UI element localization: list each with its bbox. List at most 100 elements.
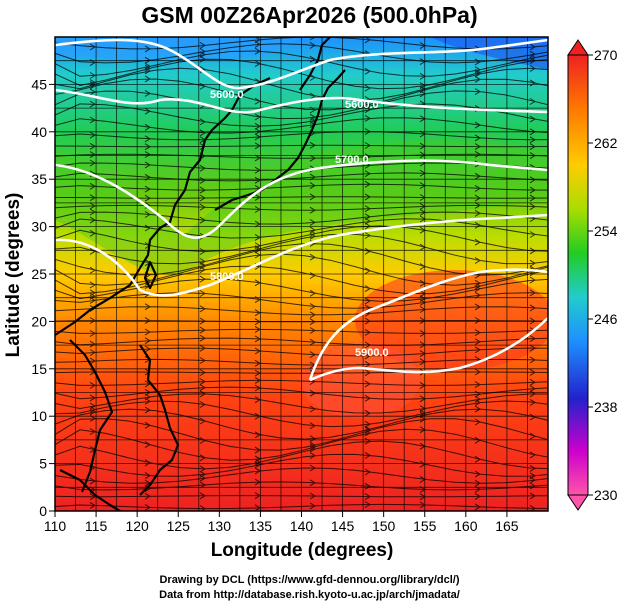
flow-arrow xyxy=(474,317,481,324)
flow-arrow xyxy=(89,266,96,274)
flow-arrow xyxy=(309,479,316,487)
flow-arrow xyxy=(254,176,261,184)
flow-arrow xyxy=(144,421,151,429)
flow-arrow xyxy=(364,153,371,161)
coastline-vietnam xyxy=(69,339,114,493)
x-tick-label: 110 xyxy=(44,518,67,534)
flow-arrow xyxy=(254,142,261,150)
graticule xyxy=(55,37,548,511)
flow-arrow xyxy=(474,338,481,346)
flow-arrow xyxy=(254,40,261,48)
flow-arrow xyxy=(529,335,536,343)
flow-arrow xyxy=(529,482,536,490)
flow-arrow xyxy=(254,461,261,469)
flow-arrow xyxy=(529,451,536,459)
flow-arrow xyxy=(89,493,96,501)
flow-arrow xyxy=(529,464,536,472)
flow-arrow xyxy=(474,201,481,209)
flow-arrow xyxy=(364,360,371,368)
flow-arrow xyxy=(309,464,316,472)
streamline xyxy=(55,172,548,182)
y-tick-label: 40 xyxy=(31,124,47,140)
x-tick-label: 135 xyxy=(249,518,273,534)
flow-arrow xyxy=(89,357,96,365)
colorbar-tick-label: 270 xyxy=(594,47,618,63)
contour-label-5800: 5800.0 xyxy=(210,271,244,283)
flow-arrow xyxy=(364,114,371,122)
flow-arrow xyxy=(529,231,536,238)
flow-arrow xyxy=(89,340,96,348)
flow-arrow xyxy=(199,454,206,462)
flow-arrow xyxy=(254,458,261,466)
streamline xyxy=(55,495,548,498)
flow-arrow xyxy=(89,100,96,108)
streamline xyxy=(55,347,548,357)
flow-arrow xyxy=(474,285,481,293)
flow-arrow xyxy=(89,151,96,159)
flow-arrow xyxy=(199,384,206,392)
flow-arrow xyxy=(309,492,316,500)
contour-5800 xyxy=(55,213,548,297)
flow-arrow xyxy=(89,428,96,435)
flow-arrow xyxy=(529,54,536,61)
y-tick-label: 45 xyxy=(31,76,47,92)
x-tick-label: 125 xyxy=(167,518,191,534)
flow-arrow xyxy=(89,216,96,224)
flow-arrow xyxy=(309,443,316,451)
y-axis-ticks: 0 5 10 15 20 25 30 35 40 45 xyxy=(31,76,55,519)
x-tick-label: 155 xyxy=(413,518,437,534)
flow-arrow xyxy=(254,166,261,174)
flow-arrow xyxy=(364,426,371,434)
streamline xyxy=(55,453,548,477)
contour-label-5600-a: 5600.0 xyxy=(210,89,244,101)
flow-arrow xyxy=(89,317,96,324)
flow-arrow xyxy=(364,222,371,230)
flow-arrow xyxy=(309,206,316,214)
streamline xyxy=(55,183,548,191)
flow-arrow xyxy=(474,346,481,354)
flow-arrow xyxy=(89,159,96,167)
coastline-sakhalin xyxy=(299,37,331,91)
flow-arrow xyxy=(89,182,96,190)
flow-arrow xyxy=(309,351,316,359)
flow-arrow xyxy=(474,503,481,511)
flow-arrow xyxy=(309,327,316,334)
flow-arrow xyxy=(529,98,536,105)
contour-label-5700: 5700.0 xyxy=(335,154,369,166)
flow-arrow xyxy=(199,275,206,283)
colorbar-bottom-arrow xyxy=(567,494,589,511)
flow-arrow xyxy=(144,75,151,83)
streamline xyxy=(55,428,548,461)
flow-arrow xyxy=(309,41,316,49)
streamline xyxy=(55,153,548,159)
flow-arrow xyxy=(529,176,536,184)
flow-arrow xyxy=(364,267,371,275)
streamline xyxy=(55,117,548,134)
streamline xyxy=(55,204,548,211)
flow-arrow xyxy=(529,492,536,500)
flow-arrow xyxy=(474,405,481,413)
flow-arrow xyxy=(474,418,481,426)
flow-arrow xyxy=(254,97,261,105)
flow-arrow xyxy=(474,479,481,487)
flow-arrow xyxy=(144,45,151,53)
flow-arrow xyxy=(474,184,481,192)
colorbar: 270 262 254 246 238 230 xyxy=(567,39,618,511)
flow-arrow xyxy=(364,297,371,305)
streamline xyxy=(55,400,548,428)
flow-arrow xyxy=(254,384,261,392)
flow-arrow xyxy=(529,247,536,255)
flow-arrow xyxy=(199,305,206,313)
flow-arrow xyxy=(529,390,536,398)
flow-arrow xyxy=(474,58,481,66)
flow-arrow xyxy=(199,290,206,297)
flow-arrow xyxy=(529,79,536,87)
streamlines xyxy=(55,37,548,511)
y-tick-label: 5 xyxy=(39,456,47,472)
flow-arrow xyxy=(254,478,261,486)
flow-arrow xyxy=(309,74,316,81)
flow-arrow xyxy=(199,357,206,364)
flow-arrow xyxy=(309,405,316,413)
flow-arrow xyxy=(144,89,151,97)
credit-dcl: Drawing by DCL (https://www.gfd-dennou.o… xyxy=(159,574,460,586)
